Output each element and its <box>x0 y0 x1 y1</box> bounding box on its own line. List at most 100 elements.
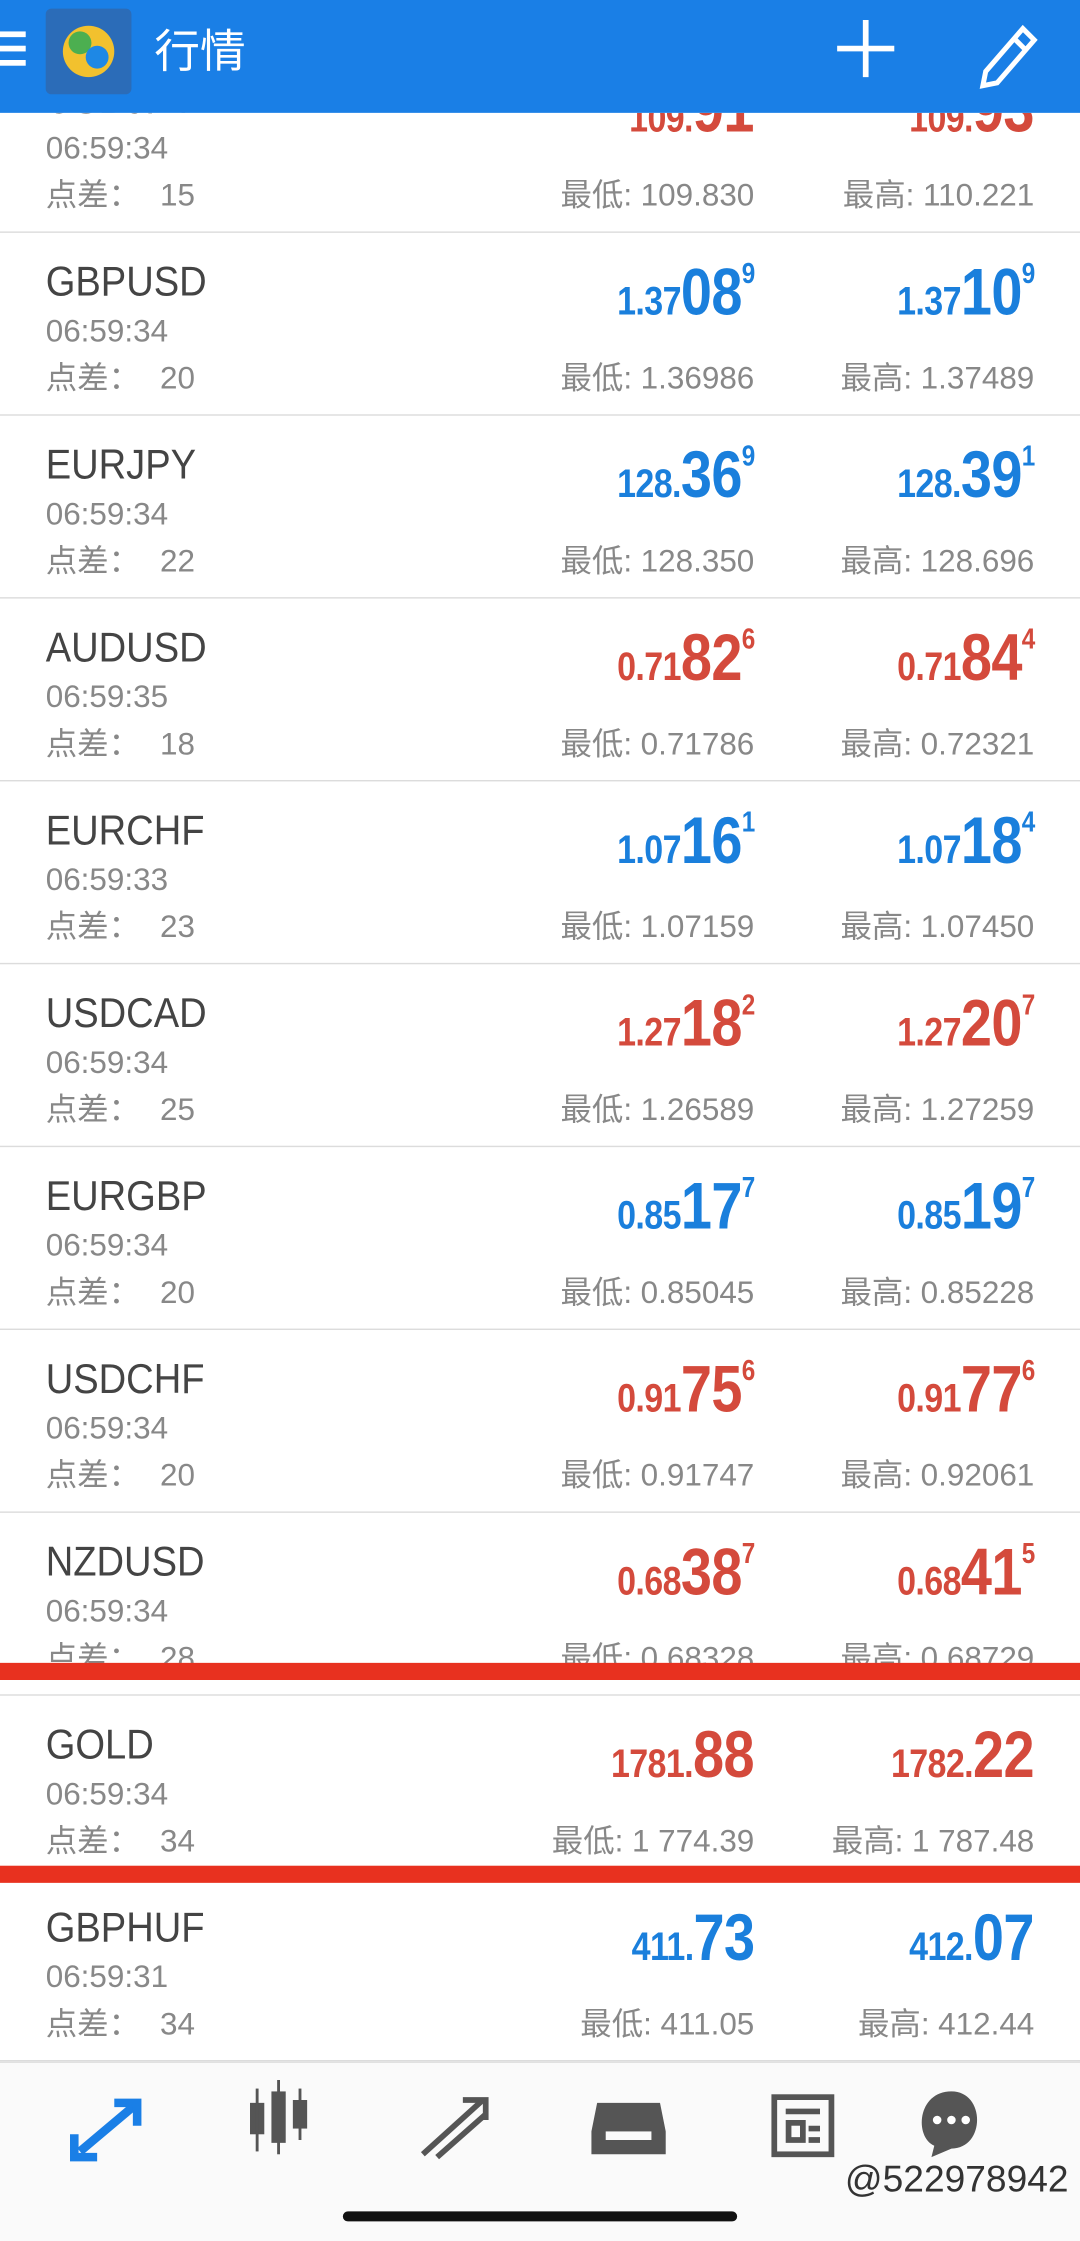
high-value: 0.92061 <box>920 1457 1035 1493</box>
top-bar: 行情 <box>0 0 1080 113</box>
high-price: 最高: 412.44 <box>858 1999 1034 2045</box>
quote-row[interactable]: USDCAD 06:59:34 点差： 25 1.27182 最低: 1.26589 1.27… <box>0 964 1080 1148</box>
price-pips: 08 <box>680 254 742 329</box>
ask-price: 0.85197 <box>897 1167 1035 1244</box>
spread: 点差： 23 <box>46 901 195 947</box>
symbol: USDCHF <box>45 1357 205 1403</box>
spread-label: 点差： <box>45 1274 141 1310</box>
spread: 点差： 20 <box>46 353 195 399</box>
high-price: 最高: 1.27259 <box>840 1084 1034 1130</box>
low-value: 109.830 <box>640 177 755 213</box>
low-price: 最低: 128.350 <box>560 536 754 582</box>
low-price: 最低: 0.85045 <box>560 1267 754 1313</box>
low-value: 0.85045 <box>640 1274 755 1310</box>
spread-value: 20 <box>160 1457 195 1493</box>
high-price: 最高: 0.72321 <box>840 719 1034 765</box>
header-icons <box>0 8 1038 95</box>
low-value: 0.91747 <box>640 1457 755 1493</box>
quote-row[interactable]: USDJPY06:59:34点差：15109.91最低:109.830109.9… <box>0 113 1080 233</box>
quote-row[interactable]: GBPUSD 06:59:34 点差： 20 1.37089 最低: 1.36986 1.37… <box>0 233 1080 416</box>
price-pips: 18 <box>680 985 742 1060</box>
price-prefix: 1.27 <box>896 1009 961 1055</box>
high-price: 最高: 0.85228 <box>840 1267 1034 1313</box>
quote-row[interactable]: USDCHF 06:59:34 点差： 20 0.91756 最低: 0.91747 0.91… <box>0 1330 1080 1513</box>
quote-row[interactable]: GOLD 06:59:34 点差： 34 1781.88 最低: 1 774.39 1782.… <box>0 1696 1080 1879</box>
price-pips: 07 <box>973 1899 1035 1975</box>
nav-news[interactable] <box>771 2094 835 2158</box>
low-price: 最低: 1.07159 <box>560 901 754 947</box>
nav-trade[interactable] <box>420 2097 489 2160</box>
high-value: 0.85228 <box>920 1274 1035 1310</box>
price-prefix: 128. <box>896 461 961 506</box>
nav-chat[interactable] <box>921 2091 978 2158</box>
ask-price: 1.07184 <box>897 801 1035 878</box>
price-pips: 38 <box>680 1534 742 1609</box>
price-pips: 18 <box>960 802 1022 878</box>
symbol: GOLD <box>45 1722 154 1769</box>
price-pips: 17 <box>680 1168 742 1243</box>
spread-label: 点差： <box>45 177 141 213</box>
low-value: 128.350 <box>640 542 755 579</box>
low-label: 最低: <box>560 908 633 945</box>
low-value: 1 774.39 <box>631 1822 755 1859</box>
price-pips: 73 <box>693 1899 755 1975</box>
add-button[interactable] <box>837 19 895 78</box>
low-label: 最低: <box>551 1822 624 1859</box>
high-value: 0.72321 <box>920 725 1035 762</box>
home-indicator <box>342 2211 738 2222</box>
quote-row[interactable]: EURCHF 06:59:33 点差： 23 1.07161 最低: 1.07159 1.07… <box>0 781 1080 965</box>
price-fraction: 7 <box>1021 989 1035 1022</box>
spread: 点差： 15 <box>46 170 195 216</box>
bid-price: 1781.88 <box>611 1716 755 1793</box>
quote-row[interactable]: AUDUSD 06:59:35 点差： 18 0.71826 最低: 0.71786 0.71… <box>0 599 1080 782</box>
price-prefix: 412. <box>909 1924 974 1969</box>
price-pips: 75 <box>680 1351 742 1426</box>
quote-row[interactable]: EURJPY 06:59:34 点差： 22 128.369 最低: 128.350 128.… <box>0 416 1080 599</box>
bid-price: 1.27182 <box>617 984 755 1061</box>
high-value: 1 787.48 <box>911 1822 1035 1859</box>
nav-history[interactable] <box>591 2102 666 2155</box>
low-price: 最低: 0.91747 <box>560 1450 754 1496</box>
low-value: 1.36986 <box>640 359 755 396</box>
high-value: 412.44 <box>938 2005 1035 2042</box>
price-prefix: 1.37 <box>896 278 961 323</box>
high-price: 最高: 128.696 <box>840 536 1034 582</box>
spread: 点差： 20 <box>46 1450 195 1496</box>
price-prefix: 0.71 <box>616 644 681 689</box>
price-fraction: 4 <box>1021 807 1035 839</box>
high-price: 最高: 0.92061 <box>840 1450 1034 1496</box>
symbol: USDCAD <box>45 991 207 1038</box>
price-prefix: 1781. <box>611 1741 694 1786</box>
price-prefix: 0.91 <box>896 1375 961 1420</box>
nav-chart[interactable] <box>249 2079 308 2155</box>
high-label: 最高: <box>840 1091 913 1128</box>
low-price: 最低: 109.830 <box>560 170 754 216</box>
ask-price: 412.07 <box>910 1899 1035 1976</box>
symbol: AUDUSD <box>45 625 207 672</box>
quote-row[interactable]: GBPHUF 06:59:31 点差： 34 411.73 最低: 411.05 412.07… <box>0 1879 1080 2062</box>
low-label: 最低: <box>560 1091 633 1128</box>
bid-price: 1.37089 <box>617 253 755 330</box>
spread-label: 点差： <box>45 1457 141 1493</box>
high-label: 最高: <box>840 542 913 579</box>
low-price: 最低: 1.36986 <box>560 353 754 399</box>
quote-row[interactable]: EURGBP 06:59:34 点差： 20 0.85177 最低: 0.85045 0.85… <box>0 1147 1080 1330</box>
high-price: 最高: 1 787.48 <box>832 1816 1035 1862</box>
high-value: 1.07450 <box>920 908 1035 945</box>
price-pips: 22 <box>973 1717 1035 1792</box>
price-prefix: 1782. <box>891 1741 974 1786</box>
price-fraction: 2 <box>741 989 755 1022</box>
high-price: 最高: 110.221 <box>843 170 1034 216</box>
highlight-line <box>0 1662 1080 1680</box>
edit-button[interactable] <box>979 24 1038 89</box>
high-label: 最高: <box>831 1822 904 1859</box>
menu-icon[interactable] <box>0 31 26 66</box>
nav-quotes[interactable] <box>69 2098 142 2162</box>
spread-value: 22 <box>160 542 195 579</box>
bid-price: 0.71826 <box>617 619 755 696</box>
low-label: 最低: <box>560 359 633 396</box>
price-fraction: 4 <box>1021 624 1035 656</box>
spread-label: 点差： <box>45 908 141 945</box>
